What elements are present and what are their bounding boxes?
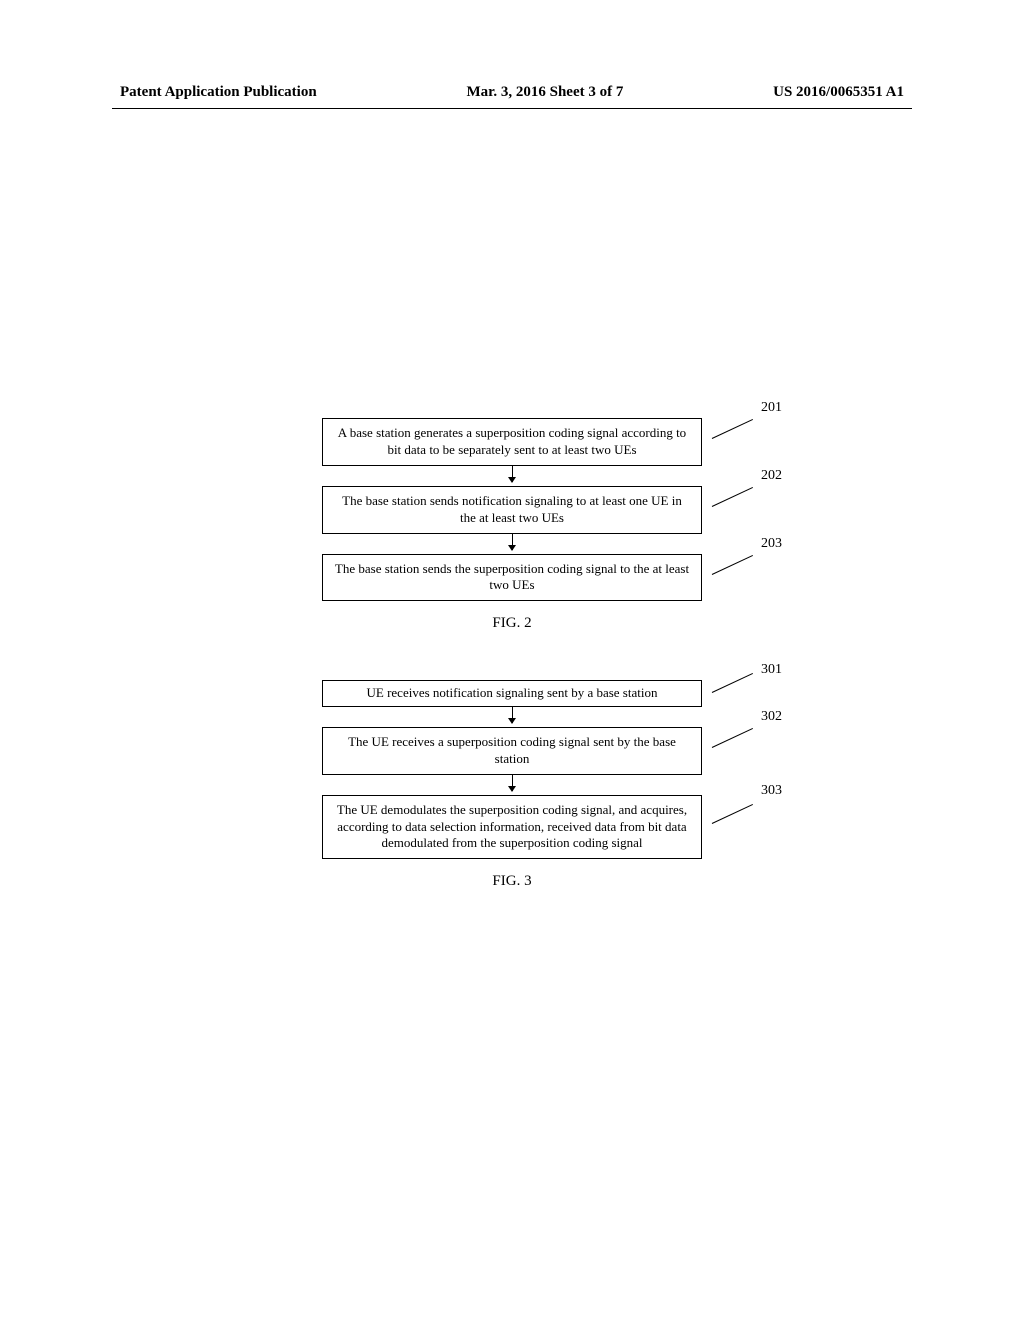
fig2-flowchart: 201 A base station generates a superposi…	[272, 418, 752, 632]
ref-connector-302	[712, 728, 753, 748]
fig3-flowchart: 301 UE receives notification signaling s…	[272, 680, 752, 890]
ref-connector-303	[712, 804, 753, 824]
fig3-box-1: UE receives notification signaling sent …	[322, 680, 702, 707]
ref-connector-301	[712, 673, 753, 693]
header-date-sheet: Mar. 3, 2016 Sheet 3 of 7	[466, 84, 623, 101]
ref-connector-203	[712, 555, 753, 575]
ref-label-301: 301	[761, 662, 782, 678]
fig2-arrow-2	[272, 534, 752, 554]
fig3-arrow-2	[272, 775, 752, 795]
fig2-caption: FIG. 2	[272, 615, 752, 632]
fig2-box-1: A base station generates a superposition…	[322, 418, 702, 466]
ref-connector-202	[712, 487, 753, 507]
fig2-box-3: The base station sends the superposition…	[322, 554, 702, 602]
fig3-box-2: The UE receives a superposition coding s…	[322, 727, 702, 775]
fig3-arrow-1	[272, 707, 752, 727]
ref-label-303: 303	[761, 783, 782, 799]
fig2-box-2: The base station sends notification sign…	[322, 486, 702, 534]
fig3-caption: FIG. 3	[272, 873, 752, 890]
ref-label-302: 302	[761, 709, 782, 725]
header-publication: Patent Application Publication	[120, 84, 317, 101]
ref-label-203: 203	[761, 536, 782, 552]
header-divider	[112, 108, 912, 109]
fig2-arrow-1	[272, 466, 752, 486]
ref-label-202: 202	[761, 468, 782, 484]
fig3-box-3: The UE demodulates the superposition cod…	[322, 795, 702, 860]
header-patent-number: US 2016/0065351 A1	[773, 84, 904, 101]
ref-label-201: 201	[761, 400, 782, 416]
ref-connector-201	[712, 419, 753, 439]
